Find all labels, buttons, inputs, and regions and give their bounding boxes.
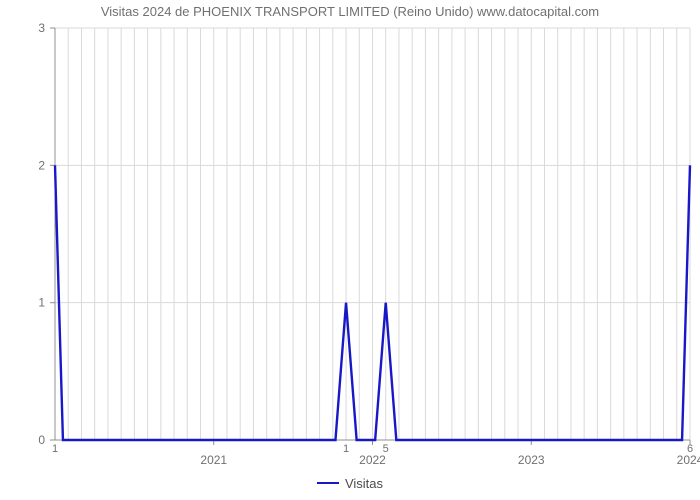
line-chart: Visitas 2024 de PHOENIX TRANSPORT LIMITE… <box>0 0 700 500</box>
svg-text:1: 1 <box>343 443 349 455</box>
svg-text:3: 3 <box>38 21 45 35</box>
legend-item-visitas: Visitas <box>317 476 383 491</box>
svg-text:1: 1 <box>52 443 58 455</box>
svg-text:0: 0 <box>38 433 45 447</box>
svg-text:5: 5 <box>383 443 389 455</box>
svg-text:2: 2 <box>38 158 45 172</box>
chart-title: Visitas 2024 de PHOENIX TRANSPORT LIMITE… <box>0 4 700 19</box>
svg-text:2024: 2024 <box>677 453 700 467</box>
legend-swatch <box>317 482 339 484</box>
svg-text:1: 1 <box>38 296 45 310</box>
svg-text:2023: 2023 <box>518 453 545 467</box>
svg-text:2022: 2022 <box>359 453 386 467</box>
legend-label: Visitas <box>345 476 383 491</box>
svg-text:6: 6 <box>687 443 693 455</box>
chart-plot-area: 012320212022202320241156 <box>0 0 700 500</box>
chart-legend: Visitas <box>0 472 700 491</box>
svg-text:2021: 2021 <box>200 453 227 467</box>
